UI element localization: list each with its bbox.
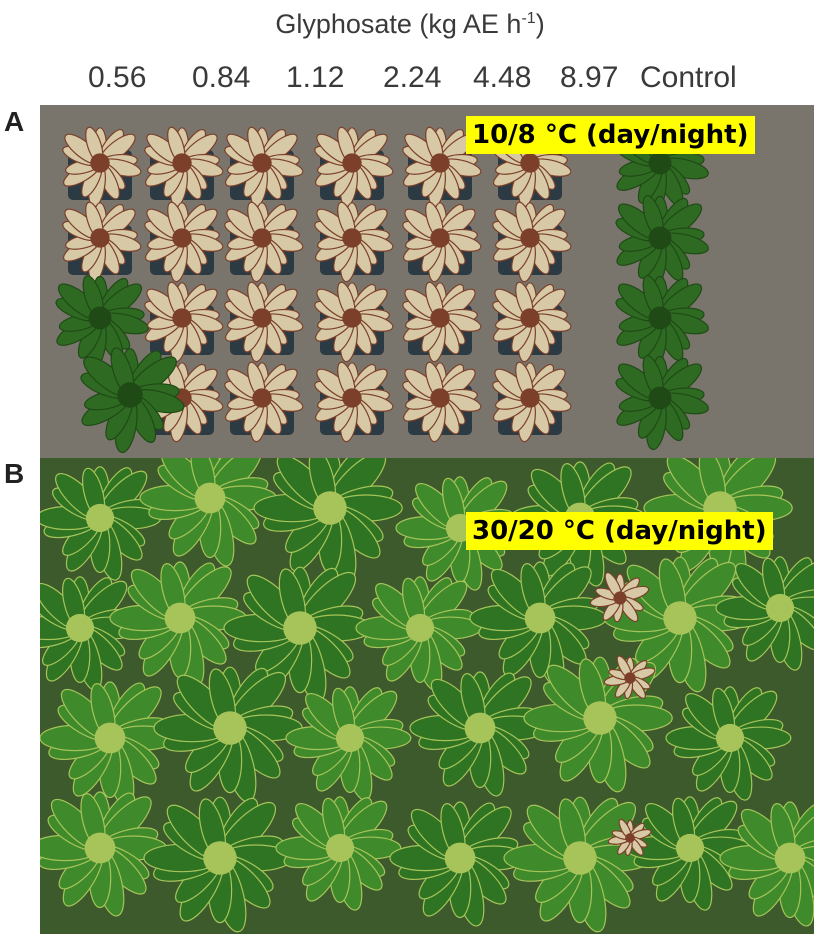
panel-b-letter: B	[4, 458, 25, 489]
damaged-plant	[62, 126, 142, 208]
healthy-plant	[503, 796, 653, 933]
healthy-plant	[615, 195, 709, 291]
damaged-plant	[492, 361, 572, 443]
damaged-plant	[402, 361, 482, 443]
damaged-plant	[603, 655, 656, 700]
panel-a-temperature-label: 10/8 °C (day/night)	[466, 116, 755, 154]
damaged-plant	[224, 281, 304, 363]
dose-label-0.84: 0.84	[192, 61, 251, 94]
dose-label-0.56: 0.56	[88, 61, 147, 94]
healthy-plant	[40, 791, 168, 917]
damaged-plant	[492, 281, 572, 363]
healthy-plant	[615, 355, 709, 451]
panel-b-temperature-label: 30/20 °C (day/night)	[466, 512, 773, 550]
damaged-plant	[144, 201, 224, 283]
damaged-plant	[224, 201, 304, 283]
damaged-plant	[314, 201, 394, 283]
damaged-plant	[402, 281, 482, 363]
healthy-plant	[715, 556, 814, 671]
damaged-plant	[402, 126, 482, 208]
healthy-plant	[615, 275, 709, 371]
title-suffix: )	[535, 9, 545, 39]
damaged-plant	[314, 126, 394, 208]
damaged-plant	[607, 818, 652, 857]
healthy-plant	[285, 686, 412, 801]
damaged-plant	[492, 201, 572, 283]
dose-label-8.97: 8.97	[560, 61, 619, 94]
figure-title: Glyphosate (kg AE h-1)	[0, 0, 820, 40]
dose-label-4.48: 4.48	[473, 61, 532, 94]
healthy-plant	[55, 275, 149, 371]
healthy-plant	[40, 681, 178, 807]
panel-a-letter: A	[4, 106, 25, 137]
title-superscript: -1	[521, 10, 536, 27]
healthy-plant	[275, 796, 402, 911]
healthy-plant	[355, 576, 482, 691]
damaged-plant	[144, 281, 224, 363]
panel-a-plants	[55, 120, 709, 454]
damaged-plant	[314, 361, 394, 443]
healthy-plant	[719, 801, 814, 927]
healthy-plant	[143, 796, 293, 933]
healthy-plant	[253, 458, 403, 583]
damaged-plant	[314, 281, 394, 363]
dose-label-1.12: 1.12	[286, 61, 345, 94]
healthy-plant	[153, 666, 303, 803]
damaged-plant	[224, 361, 304, 443]
healthy-plant	[80, 347, 185, 454]
healthy-plant	[389, 801, 528, 927]
damaged-plant	[62, 201, 142, 283]
damaged-plant	[589, 572, 650, 623]
title-prefix: Glyphosate (kg AE h	[275, 9, 522, 39]
healthy-plant	[40, 466, 162, 581]
healthy-plant	[665, 686, 792, 801]
damaged-plant	[144, 126, 224, 208]
dose-label-control: Control	[640, 61, 737, 94]
dose-label-2.24: 2.24	[383, 61, 442, 94]
damaged-plant	[402, 201, 482, 283]
panel-a-photo	[40, 105, 814, 458]
damaged-plant	[224, 126, 304, 208]
healthy-plant	[139, 458, 278, 567]
healthy-plant	[40, 576, 142, 691]
